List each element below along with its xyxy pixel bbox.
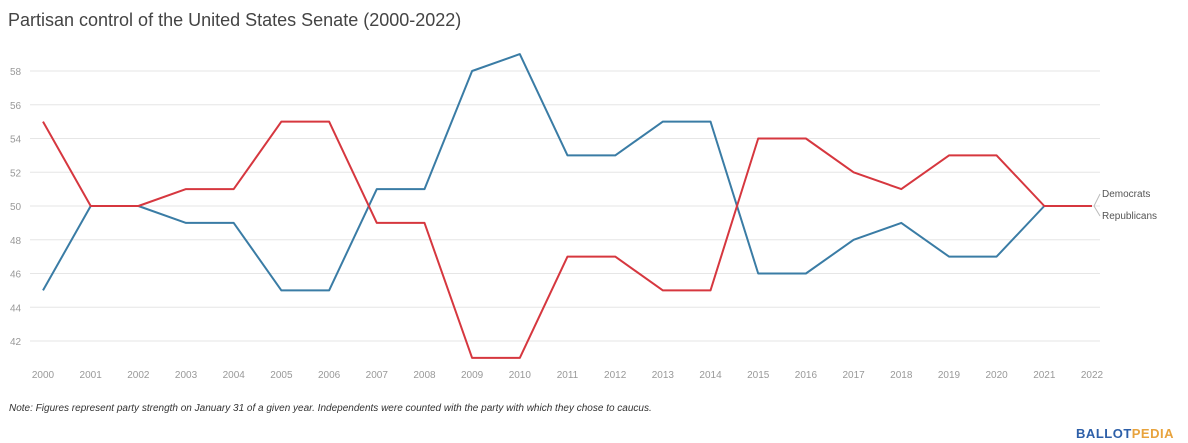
x-tick-label: 2000 bbox=[32, 370, 55, 381]
y-axis-ticks: 42 44 46 48 50 52 54 56 58 bbox=[10, 67, 22, 348]
grid-lines bbox=[30, 70, 1100, 342]
x-tick-label: 2021 bbox=[1033, 370, 1056, 381]
chart-note: Note: Figures represent party strength o… bbox=[9, 403, 652, 414]
y-tick-label: 48 bbox=[10, 236, 22, 247]
x-tick-label: 2006 bbox=[318, 370, 341, 381]
x-tick-label: 2011 bbox=[557, 370, 579, 381]
y-tick-label: 50 bbox=[10, 202, 22, 213]
x-tick-label: 2001 bbox=[80, 370, 103, 381]
legend-label-democrats: Democrats bbox=[1102, 189, 1150, 200]
x-tick-label: 2022 bbox=[1081, 370, 1104, 381]
x-tick-label: 2017 bbox=[842, 370, 865, 381]
x-tick-label: 2005 bbox=[270, 370, 293, 381]
x-tick-label: 2010 bbox=[509, 370, 532, 381]
x-tick-label: 2009 bbox=[461, 370, 484, 381]
ballotpedia-logo: BALLOTPEDIA bbox=[1076, 426, 1174, 441]
x-tick-label: 2004 bbox=[223, 370, 246, 381]
x-tick-label: 2008 bbox=[413, 370, 436, 381]
y-tick-label: 44 bbox=[10, 303, 22, 314]
x-tick-label: 2019 bbox=[938, 370, 961, 381]
y-tick-label: 42 bbox=[10, 337, 22, 348]
legend: Democrats Republicans bbox=[1093, 189, 1157, 222]
x-tick-label: 2012 bbox=[604, 370, 627, 381]
x-tick-label: 2003 bbox=[175, 370, 198, 381]
legend-connector bbox=[1093, 193, 1101, 207]
y-tick-label: 46 bbox=[10, 270, 22, 281]
x-tick-label: 2016 bbox=[795, 370, 818, 381]
y-tick-label: 56 bbox=[10, 101, 22, 112]
series-line-republicans bbox=[42, 120, 1092, 359]
legend-connector bbox=[1093, 205, 1101, 217]
x-tick-label: 2014 bbox=[699, 370, 722, 381]
x-tick-label: 2007 bbox=[366, 370, 389, 381]
x-axis-ticks: 2000 2001 2002 2003 2004 2005 2006 2007 2008 2009… bbox=[32, 370, 1104, 381]
legend-label-republicans: Republicans bbox=[1102, 211, 1157, 222]
y-tick-label: 58 bbox=[10, 67, 22, 78]
x-tick-label: 2018 bbox=[890, 370, 913, 381]
y-tick-label: 54 bbox=[10, 135, 22, 146]
x-tick-label: 2020 bbox=[986, 370, 1009, 381]
x-tick-label: 2015 bbox=[747, 370, 770, 381]
x-tick-label: 2002 bbox=[127, 370, 150, 381]
x-tick-label: 2013 bbox=[652, 370, 675, 381]
series-lines bbox=[42, 53, 1093, 359]
chart-title: Partisan control of the United States Se… bbox=[8, 10, 462, 30]
y-tick-label: 52 bbox=[10, 168, 22, 179]
series-line-democrats bbox=[42, 53, 1092, 292]
